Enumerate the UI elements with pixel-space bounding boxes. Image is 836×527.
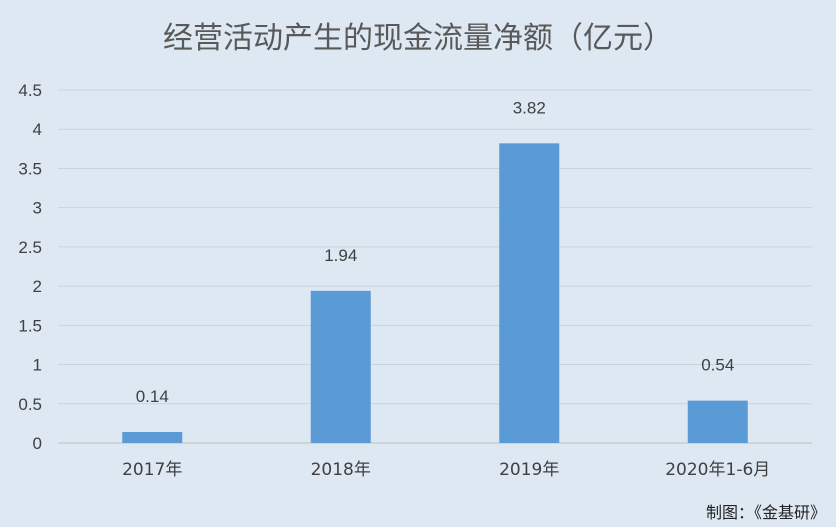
bar [122, 432, 183, 443]
y-tick-label: 4 [33, 120, 42, 139]
y-tick-label: 0 [33, 434, 42, 453]
y-tick-label: 2 [33, 277, 42, 296]
y-tick-label: 2.5 [18, 238, 42, 257]
y-tick-label: 4.5 [18, 81, 42, 100]
y-tick-label: 3 [33, 199, 42, 218]
x-axis-category-labels: 2017年 2018年 2019年 2020年1-6月 [122, 460, 770, 480]
bars [122, 143, 748, 443]
data-label: 0.14 [136, 387, 169, 406]
chart-credit: 制图：《金基研》 [706, 503, 826, 522]
y-axis-tick-labels: 0 0.5 1 1.5 2 2.5 3 3.5 4 4.5 [18, 81, 42, 453]
x-category-label: 2019年 [499, 460, 559, 480]
x-category-label: 2020年1-6月 [665, 460, 770, 480]
y-tick-label: 1.5 [18, 316, 42, 335]
y-tick-label: 0.5 [18, 395, 42, 414]
y-tick-label: 3.5 [18, 159, 42, 178]
x-category-label: 2018年 [311, 460, 371, 480]
chart-title: 经营活动产生的现金流量净额（亿元） [163, 21, 673, 56]
data-label: 1.94 [324, 246, 357, 265]
data-label: 0.54 [701, 356, 734, 375]
data-labels: 0.14 1.94 3.82 0.54 [136, 98, 735, 406]
data-label: 3.82 [513, 98, 546, 117]
bar [310, 290, 371, 443]
y-tick-label: 1 [33, 356, 42, 375]
bar [687, 400, 748, 443]
bar [499, 143, 560, 443]
gridlines [58, 89, 812, 444]
x-category-label: 2017年 [122, 460, 182, 480]
